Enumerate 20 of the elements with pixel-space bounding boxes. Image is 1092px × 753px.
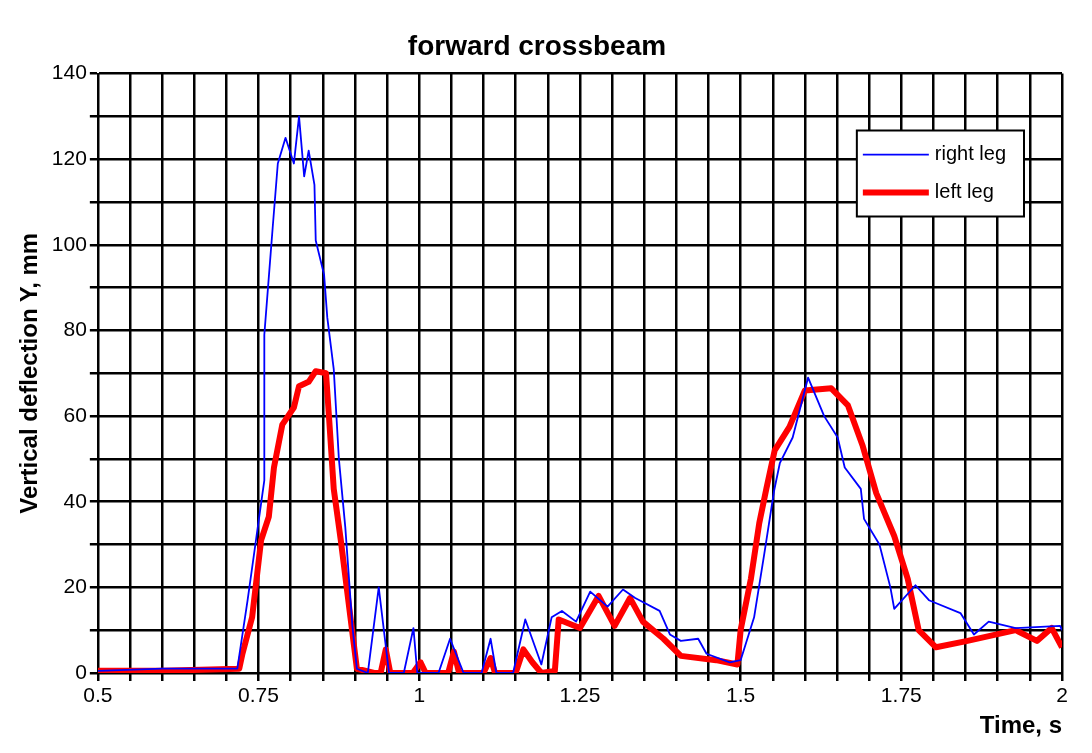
x-tick-label: 1 bbox=[413, 683, 426, 707]
y-tick-label: 140 bbox=[51, 60, 87, 84]
x-tick-label: 1.25 bbox=[559, 683, 601, 707]
x-tick-label: 1.75 bbox=[880, 683, 922, 707]
y-tick-label: 60 bbox=[63, 402, 87, 426]
y-tick-label: 40 bbox=[63, 488, 87, 512]
y-axis-title: Vertical deflection Y, mm bbox=[15, 232, 43, 514]
chart-title: forward crossbeam bbox=[407, 29, 667, 61]
x-tick-label: 1.5 bbox=[726, 683, 756, 707]
y-tick-label: 20 bbox=[63, 574, 87, 598]
x-tick-label: 2 bbox=[1056, 683, 1068, 707]
x-tick-label: 0.75 bbox=[238, 683, 279, 707]
y-tick-label: 0 bbox=[75, 659, 87, 683]
legend-label: right leg bbox=[934, 142, 1006, 165]
y-tick-label: 100 bbox=[51, 231, 87, 255]
x-axis-title: Time, s bbox=[979, 711, 1062, 739]
y-tick-label: 80 bbox=[63, 317, 87, 341]
legend-label: left leg bbox=[934, 180, 994, 203]
x-tick-label: 0.5 bbox=[83, 683, 113, 707]
y-tick-label: 120 bbox=[51, 146, 87, 170]
